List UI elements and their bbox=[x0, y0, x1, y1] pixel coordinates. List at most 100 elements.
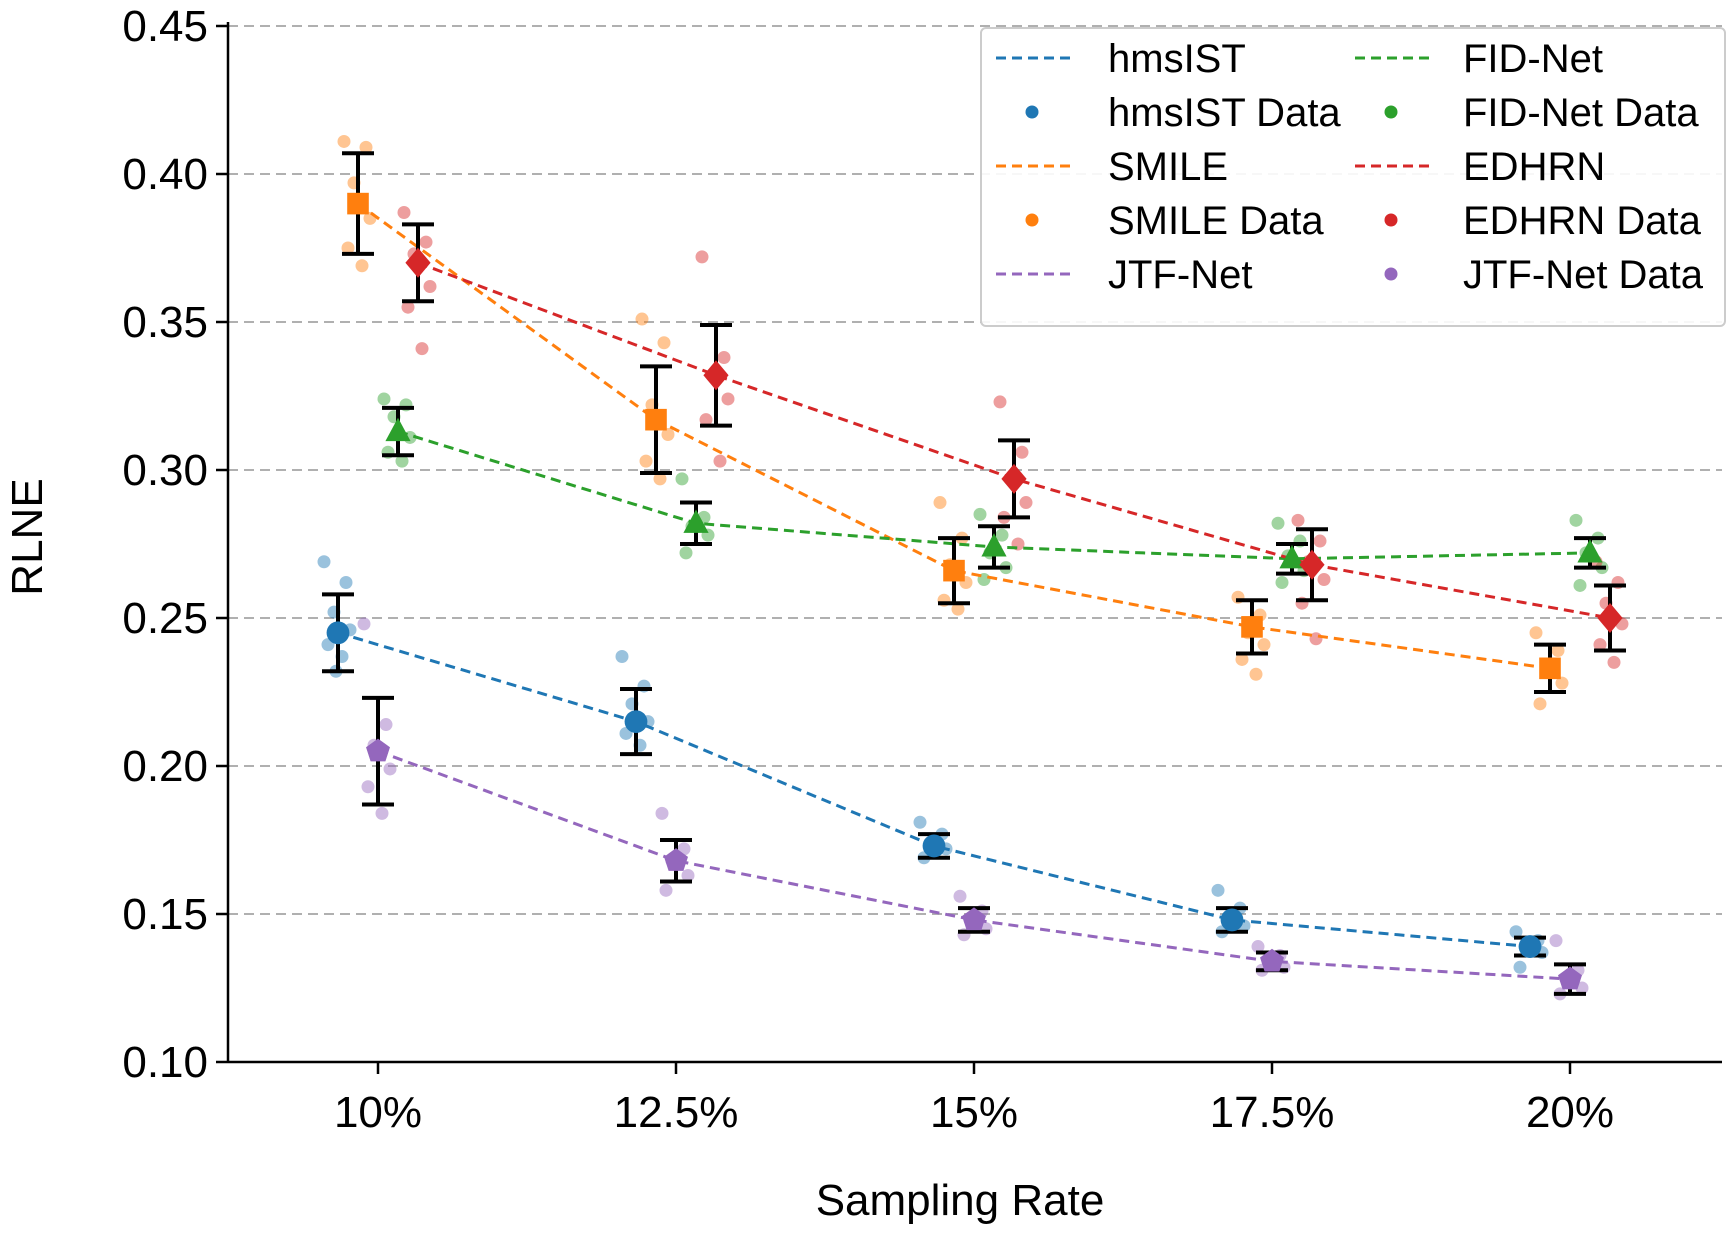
legend-marker bbox=[1025, 213, 1039, 227]
y-tick-label: 0.45 bbox=[122, 2, 208, 51]
raw-data-point bbox=[1551, 644, 1565, 658]
raw-data-point bbox=[1015, 445, 1029, 459]
mean-marker bbox=[326, 621, 350, 645]
raw-data-point bbox=[951, 602, 965, 616]
y-tick-label: 0.10 bbox=[122, 1038, 208, 1087]
legend-label: SMILE bbox=[1108, 145, 1228, 189]
raw-data-point bbox=[661, 427, 675, 441]
raw-data-point bbox=[695, 250, 709, 264]
raw-data-point bbox=[1529, 626, 1543, 640]
mean-marker bbox=[1539, 657, 1561, 680]
series-line bbox=[357, 202, 1551, 670]
legend-marker bbox=[1025, 105, 1039, 119]
raw-data-point bbox=[395, 454, 409, 468]
raw-data-point bbox=[379, 718, 393, 732]
raw-data-point bbox=[1019, 496, 1033, 510]
raw-data-point bbox=[383, 762, 397, 776]
mean-marker bbox=[683, 509, 709, 533]
gridlines bbox=[228, 25, 1722, 915]
mean-marker bbox=[1260, 948, 1284, 972]
raw-data-point bbox=[713, 454, 727, 468]
mean-marker bbox=[1220, 908, 1244, 932]
mean-marker bbox=[1241, 616, 1263, 638]
mean-marker bbox=[1279, 545, 1305, 569]
raw-data-point bbox=[1275, 575, 1289, 589]
raw-data-point bbox=[1593, 638, 1607, 652]
mean-marker bbox=[366, 738, 390, 762]
legend-box bbox=[980, 27, 1726, 327]
raw-data-point bbox=[1513, 960, 1527, 974]
raw-data-point bbox=[1211, 883, 1225, 897]
mean-marker bbox=[1518, 935, 1542, 958]
legend-label: JTF-Net bbox=[1108, 253, 1252, 297]
raw-data-point bbox=[721, 392, 735, 406]
raw-data-point bbox=[699, 413, 713, 427]
raw-data-point bbox=[717, 351, 731, 365]
mean-marker bbox=[962, 907, 986, 931]
x-axis-title: Sampling Rate bbox=[816, 1176, 1105, 1225]
raw-data-point bbox=[993, 395, 1007, 409]
series-line bbox=[377, 749, 1571, 981]
mean-marker bbox=[922, 834, 946, 858]
legend-marker bbox=[1384, 267, 1398, 281]
raw-data-point bbox=[1271, 516, 1285, 530]
mean-marker bbox=[1577, 539, 1603, 563]
raw-data-point bbox=[1569, 513, 1583, 527]
series-line bbox=[337, 631, 1531, 949]
mean-marker bbox=[385, 417, 411, 442]
legend-marker bbox=[1384, 105, 1398, 119]
raw-data-point bbox=[359, 140, 373, 154]
raw-data-point bbox=[337, 134, 351, 148]
raw-data-point bbox=[415, 342, 429, 356]
x-tick-label: 15% bbox=[930, 1088, 1018, 1137]
raw-data-point bbox=[659, 883, 673, 897]
raw-data-point bbox=[615, 649, 629, 663]
y-tick-label: 0.15 bbox=[122, 890, 208, 939]
raw-data-point bbox=[375, 806, 389, 820]
axes: 0.10 0.15 0.20 0.25 0.30 0.35 0.40 0.45 10% 12.5%… bbox=[122, 2, 1722, 1137]
raw-data-point bbox=[1235, 652, 1249, 666]
raw-data-point bbox=[675, 472, 689, 486]
mean-marker bbox=[1299, 549, 1325, 580]
mean-marker bbox=[645, 408, 667, 431]
raw-data-point bbox=[635, 312, 649, 326]
legend-label: hmsIST Data bbox=[1108, 91, 1341, 135]
raw-data-point bbox=[679, 546, 693, 560]
raw-data-point bbox=[995, 528, 1009, 542]
raw-data-point bbox=[423, 279, 437, 293]
raw-data-point bbox=[1573, 578, 1587, 592]
mean-marker bbox=[1558, 966, 1582, 990]
raw-data-point bbox=[361, 780, 375, 794]
y-axis-title: RLNE bbox=[3, 478, 52, 595]
legend-label: FID-Net Data bbox=[1463, 91, 1699, 135]
raw-data-point bbox=[653, 472, 667, 486]
raw-data-point bbox=[1313, 534, 1327, 548]
legend-label: EDHRN Data bbox=[1463, 199, 1702, 243]
raw-data-point bbox=[1555, 676, 1569, 690]
raw-data-point bbox=[1291, 513, 1305, 527]
mean-marker bbox=[347, 192, 369, 215]
raw-data-point bbox=[357, 617, 371, 631]
raw-data-point bbox=[973, 507, 987, 521]
raw-data-point bbox=[681, 869, 695, 883]
x-tick-label: 17.5% bbox=[1210, 1088, 1335, 1137]
y-tick-label: 0.25 bbox=[122, 594, 208, 643]
raw-data-point bbox=[1257, 638, 1271, 652]
mean-markers bbox=[326, 192, 1623, 990]
y-tick-label: 0.35 bbox=[122, 298, 208, 347]
mean-marker bbox=[405, 247, 431, 278]
raw-data-point bbox=[1251, 940, 1265, 954]
raw-data-point bbox=[933, 496, 947, 510]
y-tick-label: 0.20 bbox=[122, 742, 208, 791]
raw-data-point bbox=[397, 205, 411, 219]
legend: hmsIST FID-Net hmsIST Data FID-Net Data SMIL… bbox=[980, 27, 1726, 327]
raw-data-point bbox=[341, 241, 355, 255]
raw-data-point bbox=[1317, 573, 1331, 587]
raw-data-point bbox=[1533, 697, 1547, 711]
y-tick-label: 0.30 bbox=[122, 446, 208, 495]
raw-data-point bbox=[655, 806, 669, 820]
legend-label: hmsIST bbox=[1108, 37, 1246, 81]
mean-marker bbox=[943, 559, 965, 582]
